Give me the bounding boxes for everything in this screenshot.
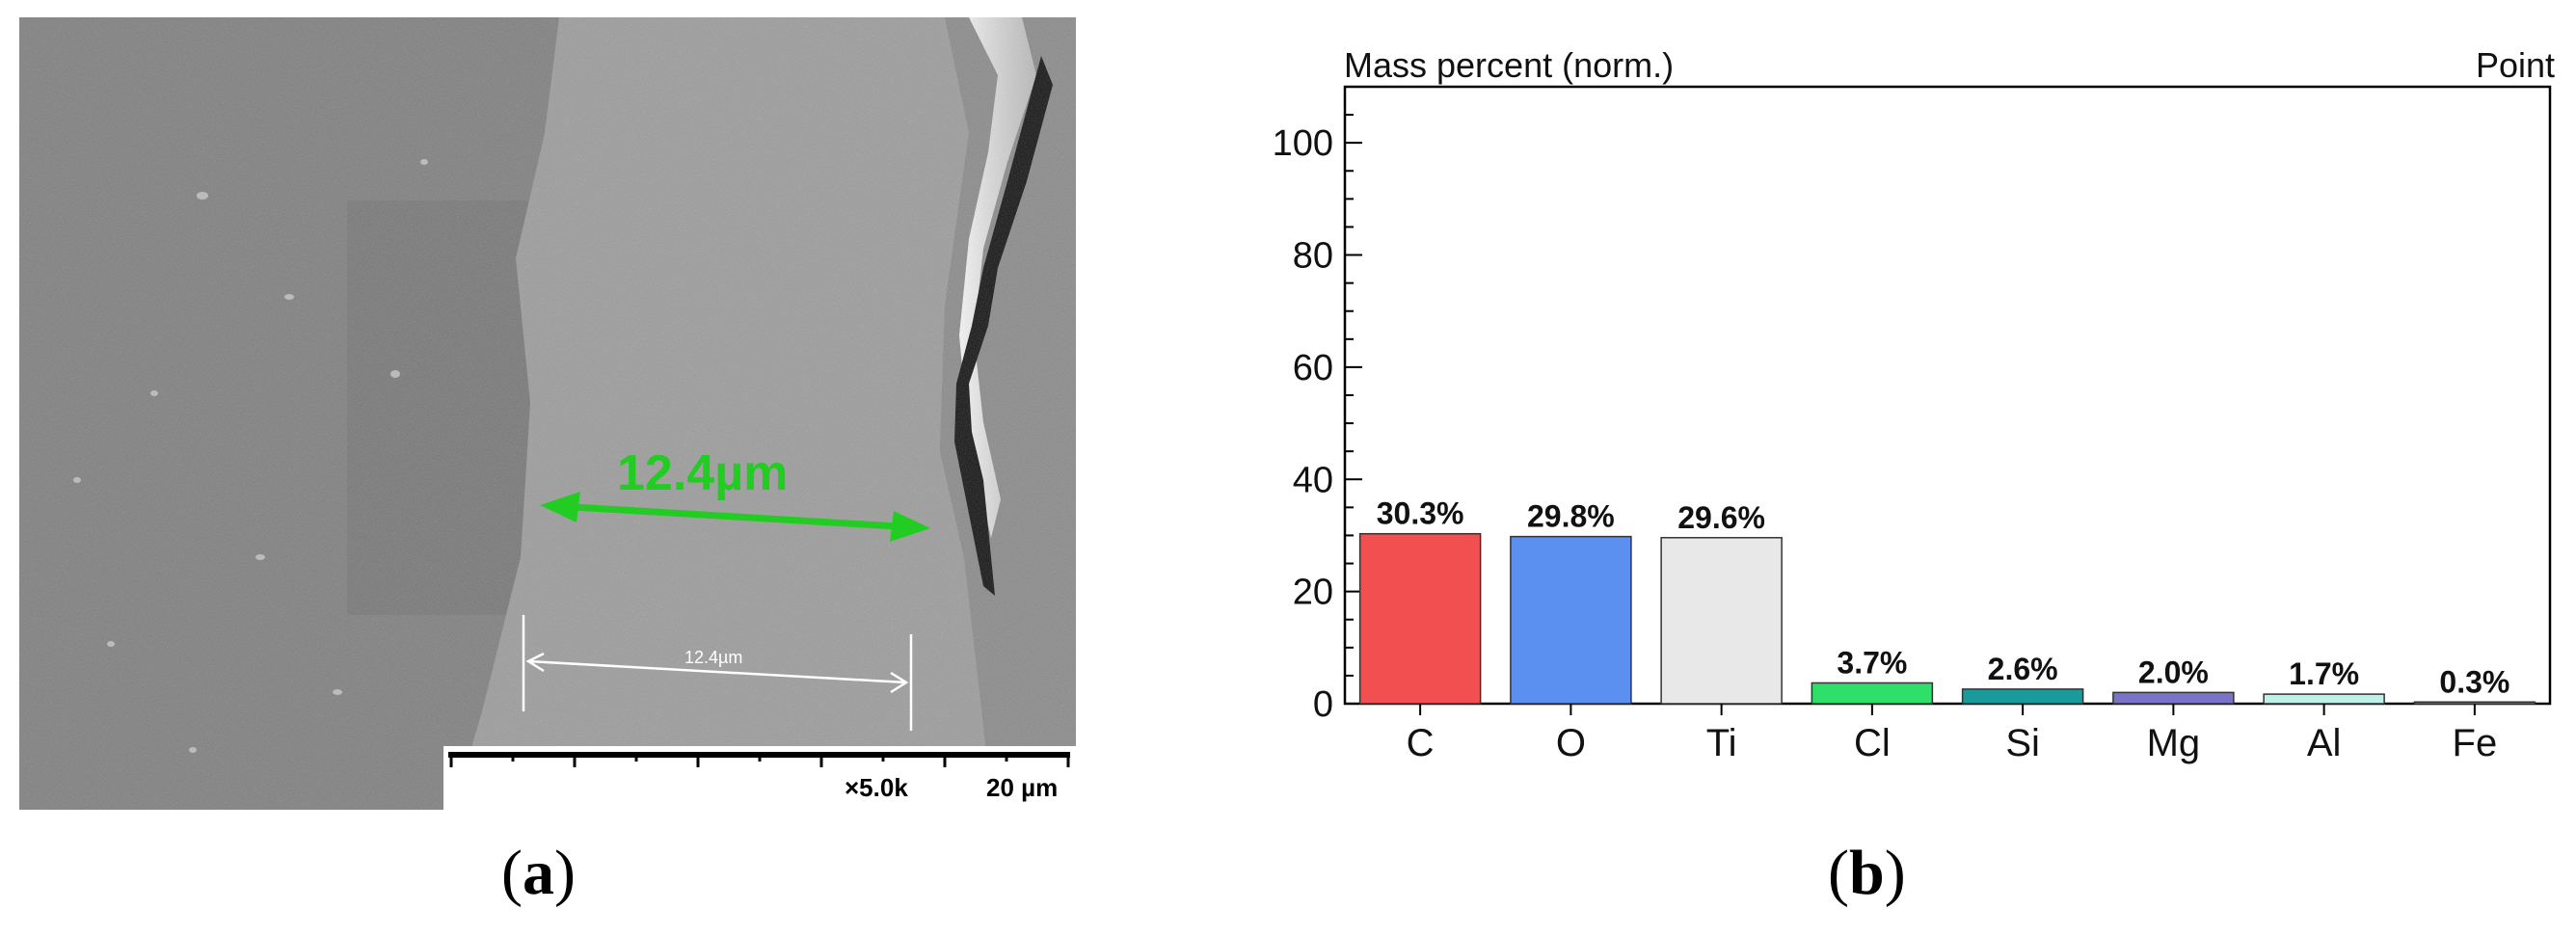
data-label-Si: 2.6% [1988,652,2058,686]
x-tick-label-Cl: Cl [1854,722,1891,764]
x-axis-labels: C O Ti Cl Si Mg Al Fe [1407,704,2498,764]
x-tick-label-Al: Al [2307,722,2342,764]
data-label-Ti: 29.6% [1677,500,1765,535]
data-label-Al: 1.7% [2289,656,2359,691]
caption-a-letter: a [522,838,554,908]
bar-Mg [2112,691,2235,705]
bar-Cl [1811,682,1934,705]
bar-Si [1961,688,2084,705]
caption-a: (a) [501,838,576,908]
x-tick-label-Si: Si [2005,722,2040,764]
instrument-measurement-label: 12.4µm [684,648,742,667]
caption-b-letter: b [1848,838,1885,908]
sem-micrograph: 12.4µm 12.4µm ×5.0k 20 µm [19,17,1076,810]
bar-O [1510,535,1632,705]
caption-b: (b) [1828,838,1906,908]
y-tick-label: 20 [1293,573,1333,613]
data-label-O: 29.8% [1527,499,1615,534]
eds-bar-chart: Mass percent (norm.) Point 0 20 40 60 80 100 … [1253,29,2576,781]
x-tick-label-Ti: Ti [1706,722,1737,764]
bar-Ti [1660,537,1783,705]
bar-Fe [2413,701,2536,705]
bar-C [1358,532,1482,705]
y-axis: 0 20 40 60 80 100 [1273,86,1362,725]
data-label-Fe: 0.3% [2439,664,2509,699]
y-tick-label: 100 [1273,123,1333,164]
x-tick-label-Fe: Fe [2453,722,2498,764]
chart-mode-label: Point [2476,45,2555,85]
data-label-Mg: 2.0% [2138,655,2209,689]
y-tick-label: 40 [1293,460,1333,500]
green-measurement-arrow [540,492,930,542]
scale-bar-ticks [449,755,1070,767]
chart-title: Mass percent (norm.) [1344,45,1674,85]
x-tick-label-C: C [1407,722,1435,764]
x-tick-label-Mg: Mg [2147,722,2201,764]
data-label-Cl: 3.7% [1837,645,1907,680]
magnification-label: ×5.0k [845,773,908,802]
data-label-C: 30.3% [1377,496,1464,531]
bar-Al [2263,693,2385,705]
bar-series: 30.3% 29.8% 29.6% 3.7% 2.6% 2.0% 1.7% 0.3% [1358,496,2536,705]
green-measurement-label: 12.4µm [617,445,788,501]
instrument-measurement [522,615,913,731]
x-tick-label-O: O [1556,722,1586,764]
scale-bar-label: 20 µm [986,773,1058,802]
y-tick-label: 0 [1313,684,1333,725]
y-tick-label: 60 [1293,348,1333,388]
y-tick-label: 80 [1293,236,1333,277]
